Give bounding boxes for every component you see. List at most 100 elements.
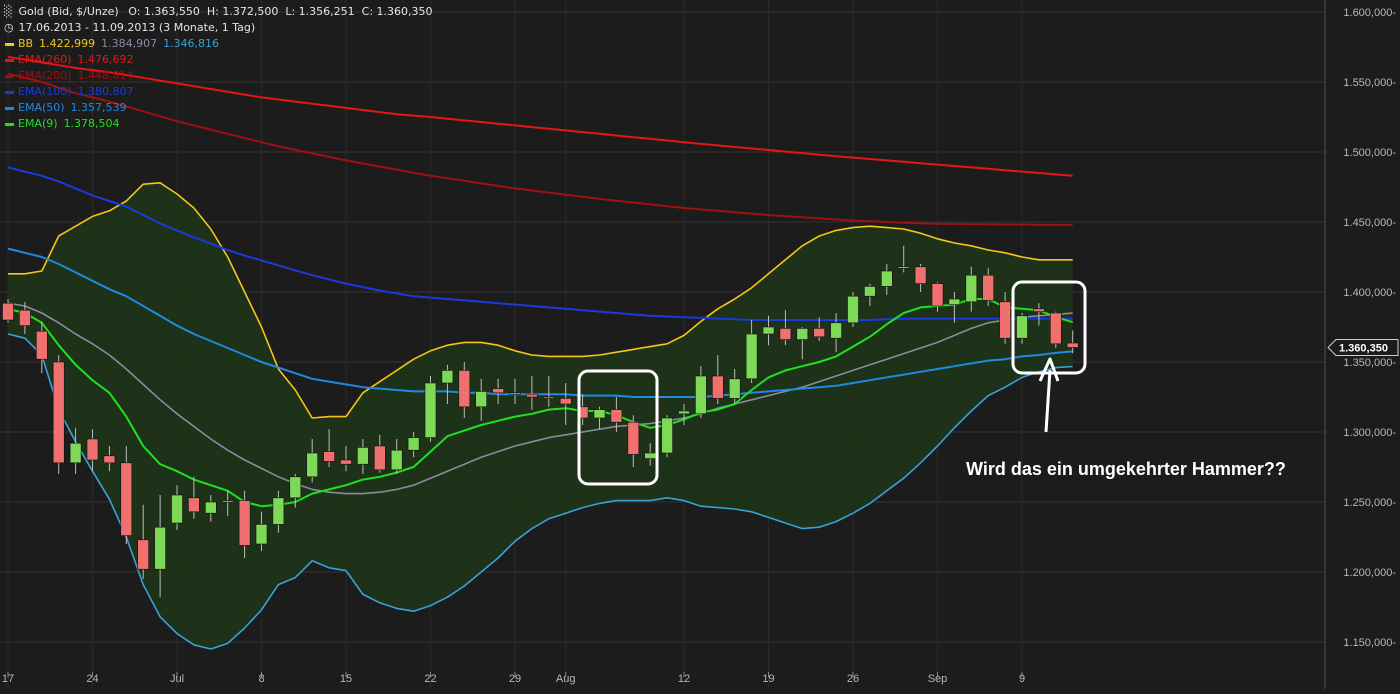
candle [728, 369, 741, 404]
candle-body-up [1016, 315, 1028, 339]
x-tick-label: Aug [556, 673, 576, 685]
candle-body-down [492, 388, 504, 394]
candle-body-down [373, 445, 386, 471]
x-tick-label: 9 [1019, 673, 1025, 685]
y-tick-label: 1.300,000- [1343, 427, 1396, 439]
legend-row: EMA(50) 1.357,539 [4, 101, 127, 114]
candle [441, 364, 454, 404]
candle [965, 266, 978, 312]
candle [627, 415, 640, 467]
candle [593, 406, 606, 430]
candle-body-down [526, 393, 538, 398]
legend-value: 1.357,539 [70, 101, 127, 114]
candle [999, 292, 1011, 344]
legend-label: EMA(100) [18, 85, 72, 98]
candle-body-down [1066, 342, 1079, 348]
candle [1066, 330, 1079, 354]
candle-body-up [678, 410, 690, 415]
candle [137, 504, 149, 579]
y-tick-label: 1.350,000- [1343, 357, 1396, 369]
x-tick-label: 29 [509, 673, 521, 685]
x-tick-label: Jul [170, 673, 184, 685]
candle-body-down [509, 392, 521, 395]
candle-body-up [728, 378, 741, 399]
candle-body-down [542, 396, 555, 399]
candle [19, 301, 31, 334]
legend-value: 1.378,504 [63, 117, 120, 130]
candle-body-down [35, 330, 48, 360]
candle [1050, 311, 1062, 348]
candle-body-up [847, 295, 859, 324]
candle-body-down [19, 309, 31, 326]
candle [610, 397, 623, 432]
legend-label: EMA(9) [18, 117, 58, 130]
series-line-ema-50 [7, 247, 1073, 398]
candle [830, 313, 842, 353]
instrument-title: Gold (Bid, $/Unze) [18, 5, 119, 18]
candle-body-up [661, 417, 673, 454]
candle [407, 432, 420, 458]
y-tick-label: 1.450,000- [1343, 217, 1396, 229]
series-line-ema-200 [7, 72, 1073, 226]
candle [779, 310, 792, 346]
legend-value: 1.476,692 [77, 53, 134, 66]
candle-body-down [52, 361, 65, 464]
legend-label: EMA(50) [18, 101, 65, 114]
candle [205, 495, 217, 522]
candle-body-up [306, 452, 319, 478]
candle-body-down [323, 451, 335, 462]
candle [154, 495, 166, 598]
candle [509, 378, 521, 404]
candle [796, 327, 809, 360]
legend-value: 1.422,999 [39, 37, 96, 50]
candle [745, 320, 758, 383]
candle-body-up [644, 452, 657, 459]
candle-body-down [1033, 308, 1045, 312]
candle [373, 434, 386, 473]
candle-body-up [948, 298, 961, 305]
candle-body-up [424, 382, 437, 438]
candle-body-down [610, 409, 623, 423]
candle [847, 292, 859, 327]
y-tick-label: 1.250,000- [1343, 497, 1396, 509]
candle-body-down [238, 500, 251, 546]
candle-body-down [931, 283, 944, 307]
candle [424, 376, 437, 442]
candle [931, 282, 944, 312]
candle [711, 355, 724, 404]
candle [559, 383, 572, 425]
candle-body-down [576, 406, 589, 419]
x-tick-label: 15 [340, 673, 352, 685]
candle-body-down [137, 539, 149, 570]
candle-body-down [813, 328, 826, 338]
legend-row: EMA(100) 1.380,807 [4, 85, 134, 98]
candle-body-up [441, 370, 454, 384]
legend-value: 1.346,816 [163, 37, 220, 50]
series-line-bb-middle [7, 302, 1073, 495]
candle-body-up [864, 286, 876, 297]
candle-body-up [796, 328, 809, 340]
candle-body-up [69, 442, 82, 464]
candle [103, 446, 116, 472]
legend-value: 1.384,907 [101, 37, 158, 50]
candle [914, 264, 927, 292]
candle [948, 292, 961, 323]
date-range: 17.06.2013 - 11.09.2013 (3 Monate, 1 Tag… [18, 21, 256, 34]
annotation-text: Wird das ein umgekehrter Hammer?? [966, 459, 1286, 479]
x-tick-label: 24 [86, 673, 98, 685]
candle [272, 490, 285, 533]
candle-body-down [2, 302, 14, 321]
clock-icon: ◷ [4, 21, 14, 34]
annotation-arrow [1038, 357, 1060, 433]
candle [255, 511, 268, 551]
candle [86, 429, 99, 472]
candle [542, 376, 555, 407]
candle [188, 476, 200, 519]
legend-row: EMA(200) 1.448,814 [4, 69, 134, 82]
legend-row: EMA(260) 1.476,692 [4, 53, 134, 66]
candle [475, 378, 488, 421]
candle-body-up [965, 274, 978, 303]
legend-swatch [5, 122, 14, 126]
candle [864, 283, 876, 306]
